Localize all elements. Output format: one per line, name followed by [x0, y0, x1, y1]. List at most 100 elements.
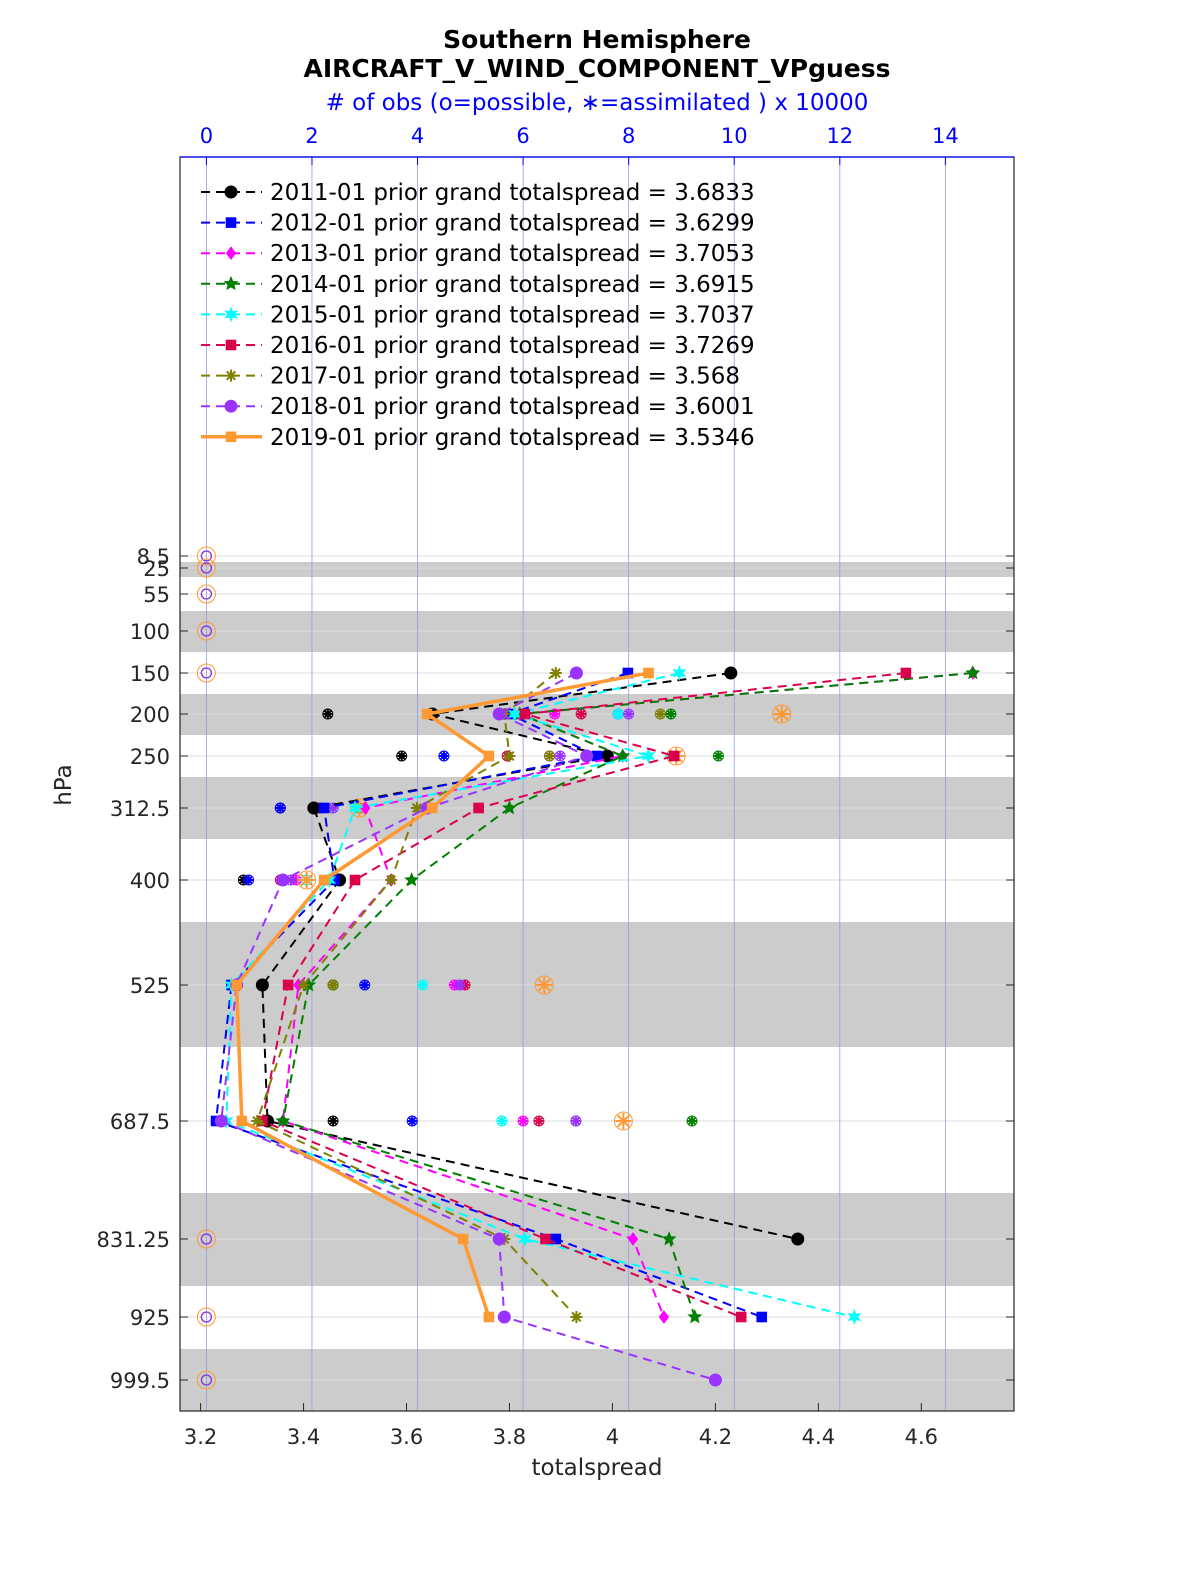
- y-tick-label-4: 150: [130, 662, 170, 686]
- series-point-7-2: [580, 749, 594, 763]
- series-point-8-7: [457, 1233, 469, 1245]
- series-point-2-7: [627, 1232, 639, 1246]
- obs-possible-2-0: [549, 708, 561, 720]
- x-tick-label-3: 3.8: [493, 1425, 526, 1449]
- x-tick-label-7: 4.6: [905, 1425, 938, 1449]
- legend-marker-8: [225, 431, 237, 443]
- series-point-1-2: [591, 750, 603, 762]
- series-point-7-9: [708, 1373, 722, 1387]
- series-point-6-5: [297, 979, 310, 991]
- obs-assimilated-4-4: [418, 980, 428, 990]
- series-line-0: [261, 672, 799, 1240]
- obs-possible-2-5: [517, 1115, 529, 1127]
- obs-assimilated-6-0: [655, 709, 665, 719]
- obs-assimilated-0-5: [328, 1116, 338, 1126]
- obs-zero-7-11: [200, 1233, 212, 1245]
- series-point-3-7: [661, 1231, 677, 1246]
- obs-zero-8-2: [196, 584, 216, 604]
- obs-possible-3-0: [665, 708, 677, 720]
- series-point-0-7: [791, 1232, 805, 1246]
- series-point-5-5: [282, 979, 294, 991]
- series-point-8-3: [426, 802, 438, 814]
- y-tick-label-13: 999.5: [110, 1369, 170, 1393]
- obs-assimilated-8-0: [773, 705, 790, 723]
- series-point-6-6: [251, 1115, 264, 1127]
- series-point-7-6: [214, 1114, 228, 1128]
- obs-assimilated-7-4: [455, 980, 465, 990]
- legend-label-2: 2013-01 prior grand totalspread = 3.7053: [270, 241, 755, 267]
- series-point-7-1: [492, 707, 506, 721]
- series-point-1-8: [756, 1311, 768, 1323]
- obs-assimilated-3-0: [666, 709, 676, 719]
- series-point-0-3: [307, 801, 321, 815]
- obs-assimilated-6-4: [328, 980, 338, 990]
- obs-assimilated-1-4: [360, 980, 370, 990]
- obs-possible-8-5: [613, 1111, 633, 1131]
- series-point-3-2: [615, 748, 631, 763]
- series-point-6-3: [410, 802, 423, 814]
- series-6: [251, 667, 583, 1323]
- legend-marker-4: [224, 306, 238, 323]
- top-tick-label-6: 12: [826, 124, 853, 148]
- obs-possible-6-0: [654, 708, 666, 720]
- legend-marker-0: [224, 185, 238, 199]
- y-tick-label-7: 312.5: [110, 797, 170, 821]
- obs-zero-8-3: [196, 621, 216, 641]
- y-tick-label-12: 925: [130, 1306, 170, 1330]
- series-point-5-0: [900, 667, 912, 679]
- series-point-0-5: [255, 978, 269, 992]
- top-tick-label-7: 14: [932, 124, 959, 148]
- obs-assimilated-4-5: [497, 1116, 507, 1126]
- series-point-6-8: [570, 1311, 583, 1323]
- series-point-8-8: [483, 1311, 495, 1323]
- gridlines: [180, 157, 1014, 1411]
- series-point-5-1: [519, 708, 531, 720]
- obs-assimilated-5-5: [534, 1116, 544, 1126]
- legend-label-3: 2014-01 prior grand totalspread = 3.6915: [270, 272, 755, 298]
- obs-assimilated-1-2: [275, 803, 285, 813]
- obs-assimilated-0-0: [323, 709, 333, 719]
- y-tick-label-2: 55: [143, 583, 170, 607]
- x-tick-label-0: 3.2: [184, 1425, 217, 1449]
- y-tick-label-3: 100: [130, 620, 170, 644]
- top-tick-label-2: 4: [411, 124, 424, 148]
- obs-possible-6-4: [327, 979, 339, 991]
- obs-zero-8-12: [196, 1307, 216, 1327]
- series-point-8-2: [483, 750, 495, 762]
- obs-possible-8-3: [297, 870, 317, 890]
- top-axis-ticks: 0 2 4 6 8 10 12 14: [200, 124, 959, 165]
- series-point-6-0: [549, 667, 562, 679]
- obs-possible-6-1: [543, 750, 555, 762]
- series-point-5-4: [349, 874, 361, 886]
- obs-assimilated-7-3: [286, 875, 296, 885]
- series-point-8-6: [236, 1115, 248, 1127]
- obs-possible-1-3: [243, 874, 255, 886]
- obs-possible-7-4: [454, 979, 466, 991]
- obs-possible-7-0: [623, 708, 635, 720]
- obs-assimilated-7-1: [555, 751, 565, 761]
- y-tick-label-11: 831.25: [97, 1228, 170, 1252]
- legend: 2011-01 prior grand totalspread = 3.6833…: [201, 180, 755, 451]
- legend-label-6: 2017-01 prior grand totalspread = 3.568: [270, 364, 740, 390]
- obs-possible-1-2: [274, 802, 286, 814]
- series-line-4: [225, 672, 855, 1318]
- legend-label-1: 2012-01 prior grand totalspread = 3.6299: [270, 211, 755, 237]
- obs-assimilated-6-1: [544, 751, 554, 761]
- series-line-5: [261, 672, 907, 1318]
- obs-possible-4-0: [612, 708, 624, 720]
- y-tick-label-8: 400: [130, 869, 170, 893]
- legend-marker-7: [224, 399, 238, 413]
- series-point-7-7: [492, 1232, 506, 1246]
- obs-assimilated-1-3: [244, 875, 254, 885]
- top-tick-label-0: 0: [200, 124, 213, 148]
- series-point-4-0: [672, 664, 687, 682]
- obs-assimilated-4-0: [613, 709, 623, 719]
- obs-assimilated-2-5: [518, 1116, 528, 1126]
- series-point-1-3: [318, 802, 330, 814]
- legend-label-8: 2019-01 prior grand totalspread = 3.5346: [270, 425, 755, 451]
- series-point-4-3: [348, 799, 363, 817]
- obs-assimilated-7-0: [624, 709, 634, 719]
- series-point-5-3: [473, 802, 484, 814]
- obs-zero-8-0: [196, 546, 216, 566]
- obs-assimilated-3-5: [687, 1116, 697, 1126]
